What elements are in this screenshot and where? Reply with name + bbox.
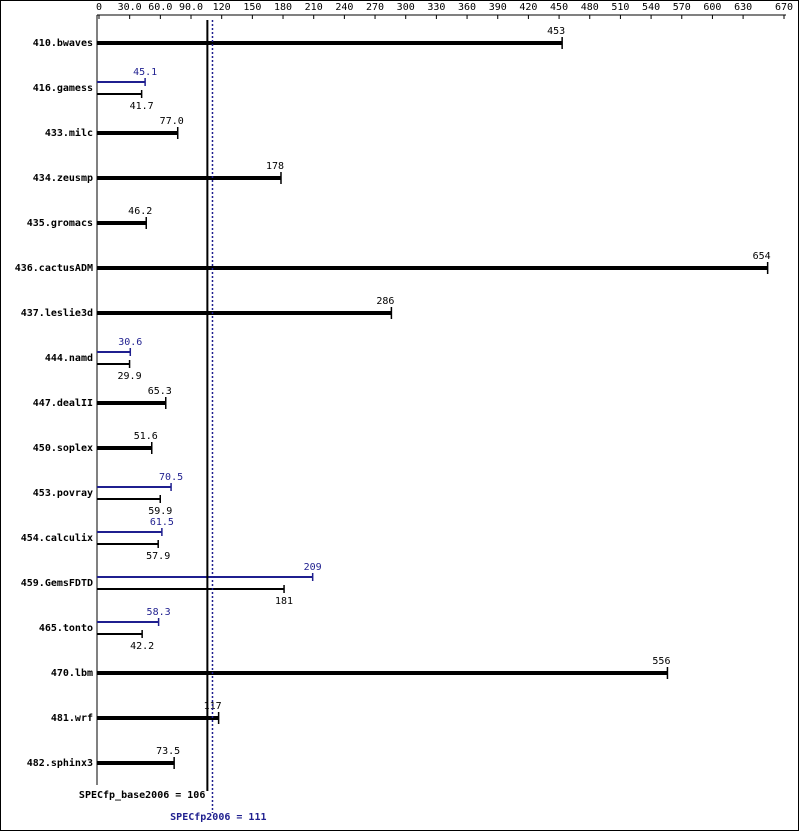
x-tick-label: 180 xyxy=(274,2,292,13)
value-label: 453 xyxy=(547,26,565,37)
value-label: 46.2 xyxy=(128,206,152,217)
category-label: 470.lbm xyxy=(51,668,93,679)
category-label: 444.namd xyxy=(45,353,93,364)
x-tick-label: 360 xyxy=(458,2,476,13)
category-label: 434.zeusmp xyxy=(33,173,93,184)
x-tick-label: 510 xyxy=(611,2,629,13)
value-label: 209 xyxy=(304,562,322,573)
category-label: 447.dealII xyxy=(33,398,93,409)
value-label: 77.0 xyxy=(160,116,184,127)
x-tick-label: 210 xyxy=(305,2,323,13)
value-label: 51.6 xyxy=(134,431,158,442)
value-label: 65.3 xyxy=(148,386,172,397)
x-tick-label: 390 xyxy=(489,2,507,13)
category-label: 453.povray xyxy=(33,488,93,499)
value-label: 181 xyxy=(275,596,293,607)
value-label: 556 xyxy=(652,656,670,667)
x-tick-label: 150 xyxy=(243,2,261,13)
category-label: 459.GemsFDTD xyxy=(21,578,93,589)
x-tick-label: 540 xyxy=(642,2,660,13)
value-label: 57.9 xyxy=(146,551,170,562)
value-label: 29.9 xyxy=(118,371,142,382)
category-label: 436.cactusADM xyxy=(15,263,93,274)
x-tick-label: 270 xyxy=(366,2,384,13)
category-label: 416.gamess xyxy=(33,83,93,94)
value-label: 61.5 xyxy=(150,517,174,528)
x-tick-label: 330 xyxy=(427,2,445,13)
x-tick-label: 670 xyxy=(775,2,793,13)
category-label: 482.sphinx3 xyxy=(27,757,93,769)
category-label: 450.soplex xyxy=(33,443,93,454)
x-tick-label: 30.0 xyxy=(118,2,142,13)
value-label: 30.6 xyxy=(118,337,142,348)
x-tick-label: 630 xyxy=(734,2,752,13)
category-label: 410.bwaves xyxy=(33,38,93,49)
x-tick-label: 240 xyxy=(335,2,353,13)
x-tick-label: 570 xyxy=(673,2,691,13)
x-tick-label: 450 xyxy=(550,2,568,13)
value-label: 59.9 xyxy=(148,506,172,517)
reference-label: SPECfp_base2006 = 106 xyxy=(79,790,205,801)
value-label: 45.1 xyxy=(133,67,157,78)
value-label: 73.5 xyxy=(156,746,180,757)
x-tick-label: 90.0 xyxy=(179,2,203,13)
value-label: 654 xyxy=(753,251,771,262)
value-label: 178 xyxy=(266,161,284,172)
x-tick-label: 600 xyxy=(703,2,721,13)
category-label: 435.gromacs xyxy=(27,218,93,229)
value-label: 41.7 xyxy=(130,101,154,112)
category-label: 481.wrf xyxy=(51,713,93,724)
x-tick-label: 300 xyxy=(397,2,415,13)
value-label: 58.3 xyxy=(147,607,171,618)
category-label: 465.tonto xyxy=(39,623,93,634)
x-tick-label: 120 xyxy=(213,2,231,13)
category-label: 454.calculix xyxy=(21,532,93,544)
value-label: 42.2 xyxy=(130,641,154,652)
x-tick-label: 60.0 xyxy=(148,2,172,13)
x-tick-label: 0 xyxy=(96,2,102,13)
x-tick-label: 480 xyxy=(581,2,599,13)
category-label: 437.leslie3d xyxy=(21,307,93,319)
reference-label: SPECfp2006 = 111 xyxy=(170,812,266,823)
x-tick-label: 420 xyxy=(519,2,537,13)
category-label: 433.milc xyxy=(45,127,93,139)
value-label: 286 xyxy=(376,296,394,307)
value-label: 117 xyxy=(204,701,222,712)
value-label: 70.5 xyxy=(159,472,183,483)
